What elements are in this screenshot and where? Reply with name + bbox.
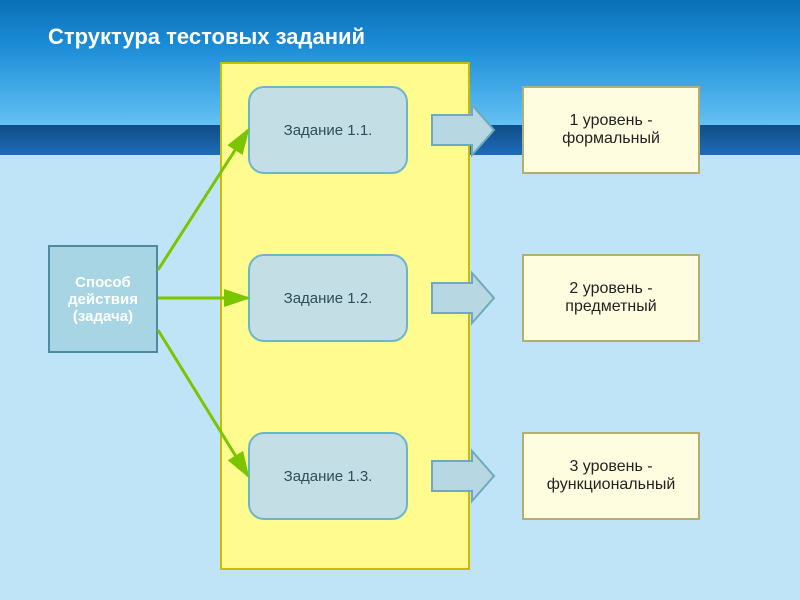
level-label: 2 уровень - предметный — [565, 280, 656, 316]
level-box-2: 2 уровень - предметный — [522, 254, 700, 342]
level-box-1: 1 уровень - формальный — [522, 86, 700, 174]
source-box: Способ действия (задача) — [48, 245, 158, 353]
slide-canvas: Структура тестовых заданий Способ действ… — [0, 0, 800, 600]
task-label: Задание 1.1. — [284, 122, 373, 139]
level-label: 1 уровень - формальный — [562, 112, 660, 148]
source-label: Способ действия (задача) — [68, 274, 138, 325]
page-title: Структура тестовых заданий — [48, 24, 365, 50]
task-label: Задание 1.3. — [284, 468, 373, 485]
task-box-2: Задание 1.2. — [248, 254, 408, 342]
level-label: 3 уровень - функциональный — [547, 458, 676, 494]
level-box-3: 3 уровень - функциональный — [522, 432, 700, 520]
task-label: Задание 1.2. — [284, 290, 373, 307]
task-box-3: Задание 1.3. — [248, 432, 408, 520]
task-box-1: Задание 1.1. — [248, 86, 408, 174]
